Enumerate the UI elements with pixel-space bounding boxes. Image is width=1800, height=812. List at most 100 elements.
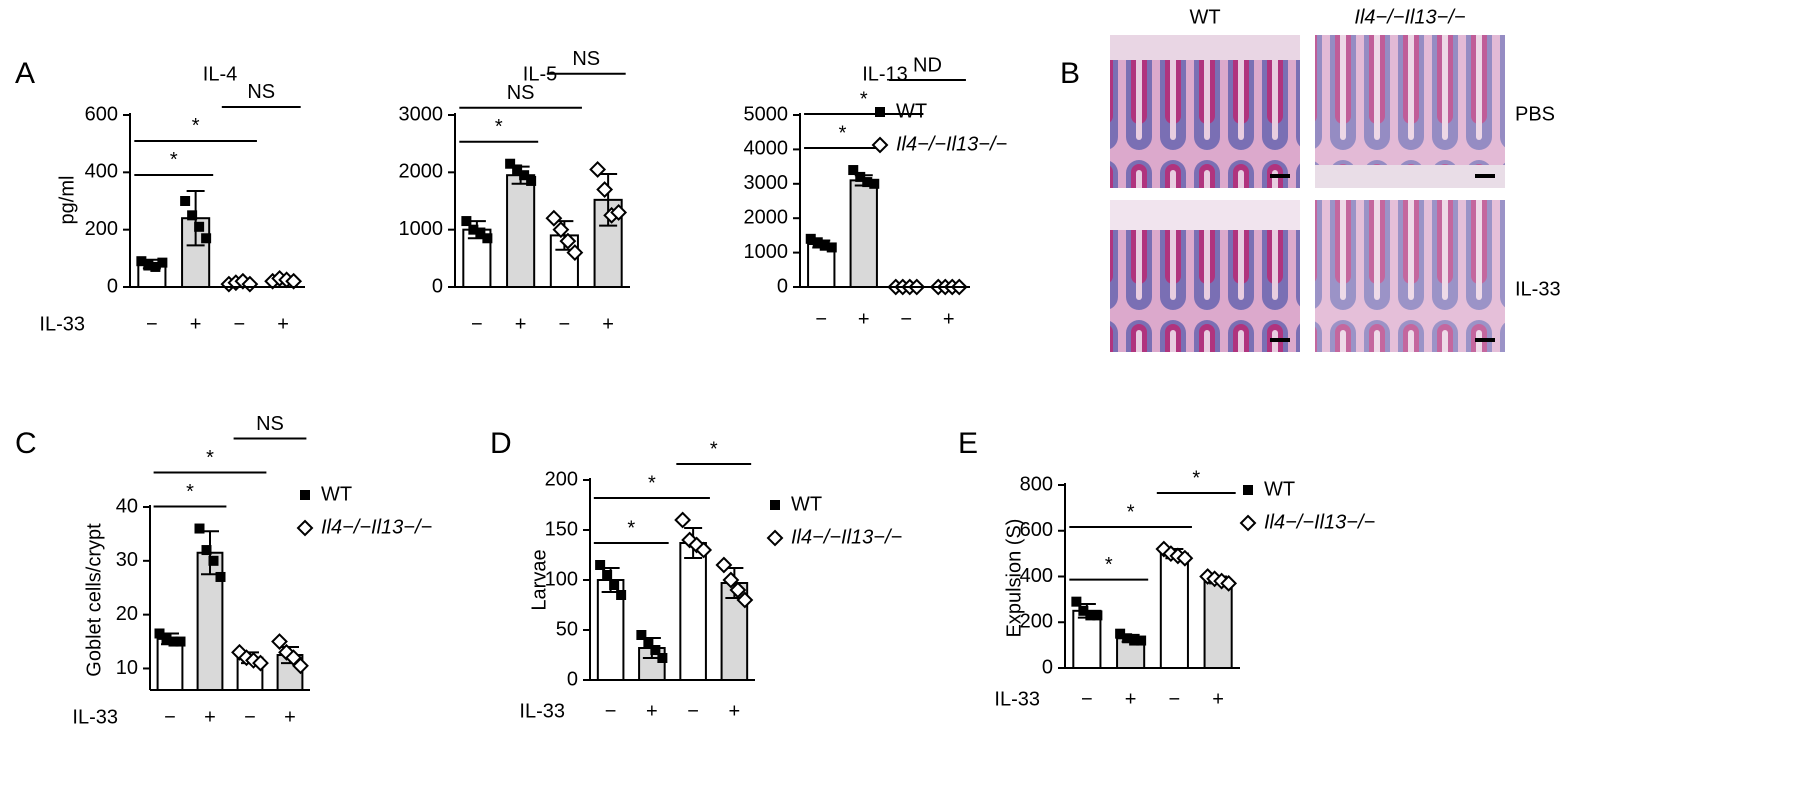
data-point (519, 170, 530, 181)
data-point (201, 545, 212, 556)
data-point (150, 261, 161, 272)
data-point (161, 633, 172, 644)
legend-label: WT (321, 483, 352, 505)
x-tick-label: + (646, 700, 658, 722)
y-tick-label: 600 (1020, 519, 1053, 541)
data-point (812, 237, 823, 248)
data-point (848, 165, 859, 176)
y-tick-label: 100 (545, 568, 578, 590)
data-point (1129, 635, 1140, 646)
legend-marker (770, 500, 780, 510)
data-point (168, 636, 179, 647)
x-tick-label: + (602, 313, 614, 335)
y-tick-label: 800 (1020, 473, 1053, 495)
x-tick-label: − (1169, 688, 1181, 710)
significance-label: * (648, 472, 656, 494)
data-point (252, 654, 269, 672)
y-tick-label: 0 (567, 668, 578, 690)
legend-label: WT (1264, 478, 1295, 500)
y-tick-label: 200 (1020, 611, 1053, 633)
data-point (1136, 635, 1147, 646)
y-tick-label: 20 (116, 603, 138, 625)
data-point (1115, 628, 1126, 639)
significance-label: * (839, 122, 847, 144)
y-tick-label: 1000 (399, 218, 444, 240)
data-point (154, 628, 165, 639)
data-point (616, 590, 627, 600)
data-point (596, 181, 614, 198)
panel-letter: A (15, 57, 35, 90)
data-point (175, 636, 186, 647)
x-tick-label: − (471, 313, 483, 335)
y-tick-label: 3000 (744, 172, 789, 194)
y-tick-label: 40 (116, 495, 138, 517)
legend-marker (1243, 485, 1253, 495)
legend-label: Il4−/−Il13−/− (321, 516, 432, 538)
x-tick-label: + (729, 700, 741, 722)
legend-label: WT (896, 100, 927, 122)
data-point (729, 581, 747, 599)
data-point (1220, 574, 1238, 592)
y-tick-label: 50 (556, 618, 578, 640)
x-tick-label: − (900, 308, 912, 330)
y-axis-label: pg/ml (56, 176, 78, 225)
y-tick-label: 400 (85, 161, 118, 183)
data-point (819, 240, 830, 251)
y-tick-label: 1000 (744, 241, 789, 263)
data-point (1085, 610, 1096, 621)
significance-label: * (710, 438, 718, 460)
x-row-label: IL-33 (994, 688, 1040, 710)
histology-image (1315, 165, 1505, 188)
histology-image (1110, 35, 1300, 60)
row-label: IL-33 (1515, 278, 1561, 300)
chart-title: IL-13 (862, 63, 908, 85)
data-point (715, 556, 733, 574)
panel-letter: C (15, 427, 37, 460)
chart-title: IL-4 (203, 63, 237, 85)
histology-image (1110, 200, 1300, 230)
data-point (736, 591, 754, 609)
y-tick-label: 30 (116, 549, 138, 571)
data-point (461, 216, 472, 227)
data-point (589, 161, 607, 178)
y-tick-label: 200 (545, 468, 578, 490)
x-row-label: IL-33 (72, 706, 118, 728)
data-point (545, 209, 563, 227)
x-row-label: IL-33 (519, 700, 565, 722)
data-point (468, 224, 479, 235)
x-tick-label: − (234, 313, 246, 335)
y-tick-label: 2000 (744, 206, 789, 228)
data-point (1155, 540, 1173, 558)
legend-label: Il4−/−Il13−/− (1264, 511, 1375, 533)
legend-marker (766, 529, 784, 547)
significance-label: * (206, 447, 214, 469)
significance-label: * (860, 88, 868, 110)
y-tick-label: 3000 (399, 103, 444, 125)
y-tick-label: 10 (116, 657, 138, 679)
data-point (722, 571, 740, 589)
significance-label: * (495, 116, 503, 138)
x-tick-label: + (858, 308, 870, 330)
legend-marker (300, 490, 310, 500)
x-tick-label: − (146, 313, 158, 335)
data-point (512, 164, 523, 175)
data-point (650, 645, 661, 655)
x-tick-label: − (687, 700, 699, 722)
data-point (208, 555, 219, 566)
data-point (1176, 549, 1194, 567)
legend-marker (875, 107, 885, 117)
y-tick-label: 600 (85, 103, 118, 125)
histology-image (1315, 35, 1505, 188)
data-point (187, 210, 198, 221)
legend-marker (296, 519, 314, 537)
data-point (271, 633, 288, 650)
significance-label: * (1192, 467, 1200, 489)
data-point (862, 177, 873, 188)
row-label: PBS (1515, 103, 1555, 125)
histology-image (1315, 200, 1505, 352)
y-axis-label: Goblet cells/crypt (83, 523, 105, 677)
data-point (143, 260, 154, 271)
data-point (278, 643, 295, 661)
data-point (657, 653, 668, 663)
